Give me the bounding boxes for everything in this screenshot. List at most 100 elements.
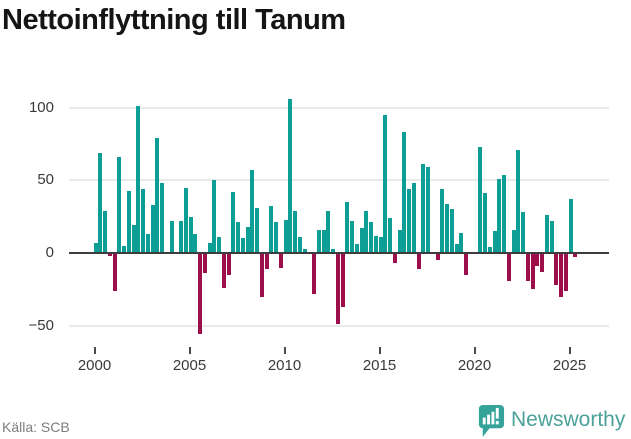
- bar-q27: [221, 253, 226, 288]
- newsworthy-logo-icon: [476, 403, 505, 439]
- bar-q41: [288, 98, 293, 253]
- bar-q97: [554, 253, 559, 285]
- bar-q75: [449, 209, 454, 253]
- newsworthy-logo-text: Newsworthy: [511, 408, 626, 431]
- bar-q28: [226, 253, 231, 275]
- bar-q94: [540, 253, 544, 272]
- bar-q24: [207, 242, 212, 253]
- bar-q43: [297, 237, 302, 253]
- bar-q1: [98, 152, 103, 253]
- bar-q57: [364, 210, 369, 253]
- gridline-100: [69, 106, 609, 109]
- bar-q9: [136, 106, 141, 253]
- bar-q84: [492, 231, 497, 253]
- bar-q64: [397, 229, 402, 253]
- bar-q78: [464, 253, 468, 275]
- bar-q25: [212, 180, 217, 253]
- bar-q76: [454, 244, 459, 253]
- logo-exclamation-dot: [495, 420, 499, 425]
- bar-q44: [302, 248, 307, 253]
- bar-q39: [278, 253, 283, 268]
- bar-q29: [231, 191, 236, 253]
- bar-q96: [549, 221, 554, 253]
- newsworthy-logo: Newsworthy: [476, 403, 625, 439]
- source-label: Källa: SCB: [2, 419, 70, 435]
- bar-q55: [354, 244, 359, 253]
- x-tick-label-2010: 2010: [267, 357, 302, 374]
- bar-q68: [416, 253, 421, 269]
- gridline--50: [69, 324, 609, 327]
- bar-q20: [188, 216, 193, 253]
- bar-q59: [373, 235, 378, 253]
- x-tick-2010: [283, 347, 286, 354]
- bar-q51: [335, 253, 340, 325]
- bar-q33: [250, 170, 255, 253]
- x-tick-label-2020: 2020: [457, 357, 492, 374]
- plot-area: 100 50 0 −50 2000 2005 2010 2015 2020 2025: [28, 98, 609, 374]
- bar-q12: [150, 205, 155, 253]
- bar-q22: [198, 253, 202, 335]
- bar-q49: [326, 210, 331, 253]
- bar-q46: [312, 253, 316, 294]
- bar-q10: [141, 189, 145, 253]
- bar-q86: [502, 174, 506, 253]
- bar-q90: [521, 212, 525, 253]
- bar-q89: [516, 149, 521, 253]
- bar-q58: [369, 222, 373, 253]
- bar-q23: [202, 253, 207, 274]
- bar-q4: [112, 253, 117, 291]
- logo-chart-bar-2: [487, 414, 491, 425]
- bar-q34: [255, 207, 259, 253]
- bar-q54: [350, 221, 354, 253]
- bar-q6: [122, 245, 126, 253]
- bar-q60: [378, 237, 383, 253]
- bar-q0: [93, 242, 98, 253]
- y-tick-label--50: −50: [28, 316, 54, 334]
- logo-chart-bar-1: [482, 417, 486, 425]
- bar-q50: [331, 248, 335, 253]
- bar-q100: [568, 199, 573, 253]
- x-tick-2015: [378, 347, 381, 354]
- bar-q13: [155, 138, 160, 253]
- bar-q47: [316, 229, 321, 253]
- bar-q26: [217, 237, 221, 253]
- bar-q16: [169, 221, 174, 253]
- bar-q65: [402, 132, 407, 253]
- bar-q98: [559, 253, 563, 297]
- bar-q36: [264, 253, 269, 269]
- bar-q35: [259, 253, 264, 297]
- x-tick-2025: [568, 347, 571, 354]
- bar-q91: [525, 253, 530, 281]
- x-tick-label-2025: 2025: [552, 357, 587, 374]
- bar-q37: [269, 206, 274, 253]
- bar-q42: [293, 210, 297, 253]
- bar-q72: [435, 253, 440, 261]
- bar-q8: [131, 225, 136, 253]
- bar-q83: [487, 247, 492, 253]
- bar-q74: [445, 203, 449, 253]
- x-tick-2005: [188, 347, 191, 354]
- bar-q61: [383, 114, 388, 253]
- bar-q5: [117, 157, 122, 253]
- bar-q19: [183, 187, 188, 253]
- bar-q18: [179, 221, 183, 253]
- bar-q82: [483, 193, 487, 253]
- chart-title: Nettoinflyttning till Tanum: [2, 4, 346, 36]
- x-tick-label-2005: 2005: [172, 357, 207, 374]
- bar-q70: [426, 167, 430, 253]
- bar-q99: [563, 253, 568, 291]
- bar-q63: [392, 253, 397, 264]
- bar-q7: [126, 190, 131, 253]
- bar-q11: [145, 234, 150, 253]
- bar-q95: [544, 215, 549, 253]
- bar-q56: [359, 228, 364, 253]
- bar-q85: [497, 178, 502, 253]
- bar-q69: [421, 164, 426, 253]
- x-tick-label-2015: 2015: [362, 357, 397, 374]
- bar-q40: [283, 219, 288, 253]
- x-tick-label-2000: 2000: [77, 357, 112, 374]
- y-tick-label-50: 50: [37, 171, 54, 189]
- bar-q101: [573, 253, 578, 258]
- x-tick-2000: [93, 347, 96, 354]
